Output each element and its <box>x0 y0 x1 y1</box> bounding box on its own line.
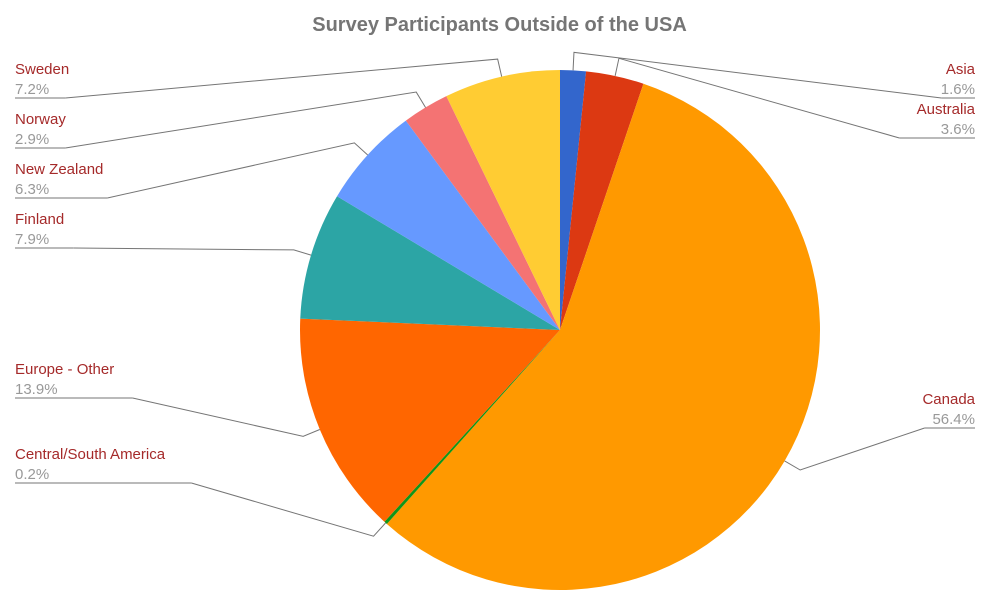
slice-label: Finland7.9% <box>15 210 64 249</box>
slice-label-name: New Zealand <box>15 160 103 180</box>
slice-label-name: Finland <box>15 210 64 230</box>
slice-label-pct: 0.2% <box>15 465 165 485</box>
slice-label-name: Australia <box>917 100 975 120</box>
slice-label: Sweden7.2% <box>15 60 69 99</box>
slice-label-name: Canada <box>922 390 975 410</box>
slice-label-name: Central/South America <box>15 445 165 465</box>
slice-label: Europe - Other13.9% <box>15 360 114 399</box>
slice-label-pct: 56.4% <box>922 410 975 430</box>
slice-label-pct: 7.9% <box>15 230 64 250</box>
slice-label-name: Asia <box>941 60 975 80</box>
slice-label-pct: 2.9% <box>15 130 66 150</box>
slice-label-pct: 7.2% <box>15 80 69 100</box>
slice-label: New Zealand6.3% <box>15 160 103 199</box>
slice-label: Canada56.4% <box>922 390 975 429</box>
pie-svg <box>0 0 999 609</box>
slice-label-pct: 6.3% <box>15 180 103 200</box>
slice-label: Asia1.6% <box>941 60 975 99</box>
slice-label: Norway2.9% <box>15 110 66 149</box>
slice-label-pct: 3.6% <box>917 120 975 140</box>
slice-label-name: Norway <box>15 110 66 130</box>
pie-chart: Asia1.6%Australia3.6% Canada56.4% Central/… <box>0 0 999 609</box>
slice-label: Australia3.6% <box>917 100 975 139</box>
slice-label-pct: 1.6% <box>941 80 975 100</box>
slice-label-name: Europe - Other <box>15 360 114 380</box>
slice-label-name: Sweden <box>15 60 69 80</box>
slice-label-pct: 13.9% <box>15 380 114 400</box>
slice-label: Central/South America0.2% <box>15 445 165 484</box>
